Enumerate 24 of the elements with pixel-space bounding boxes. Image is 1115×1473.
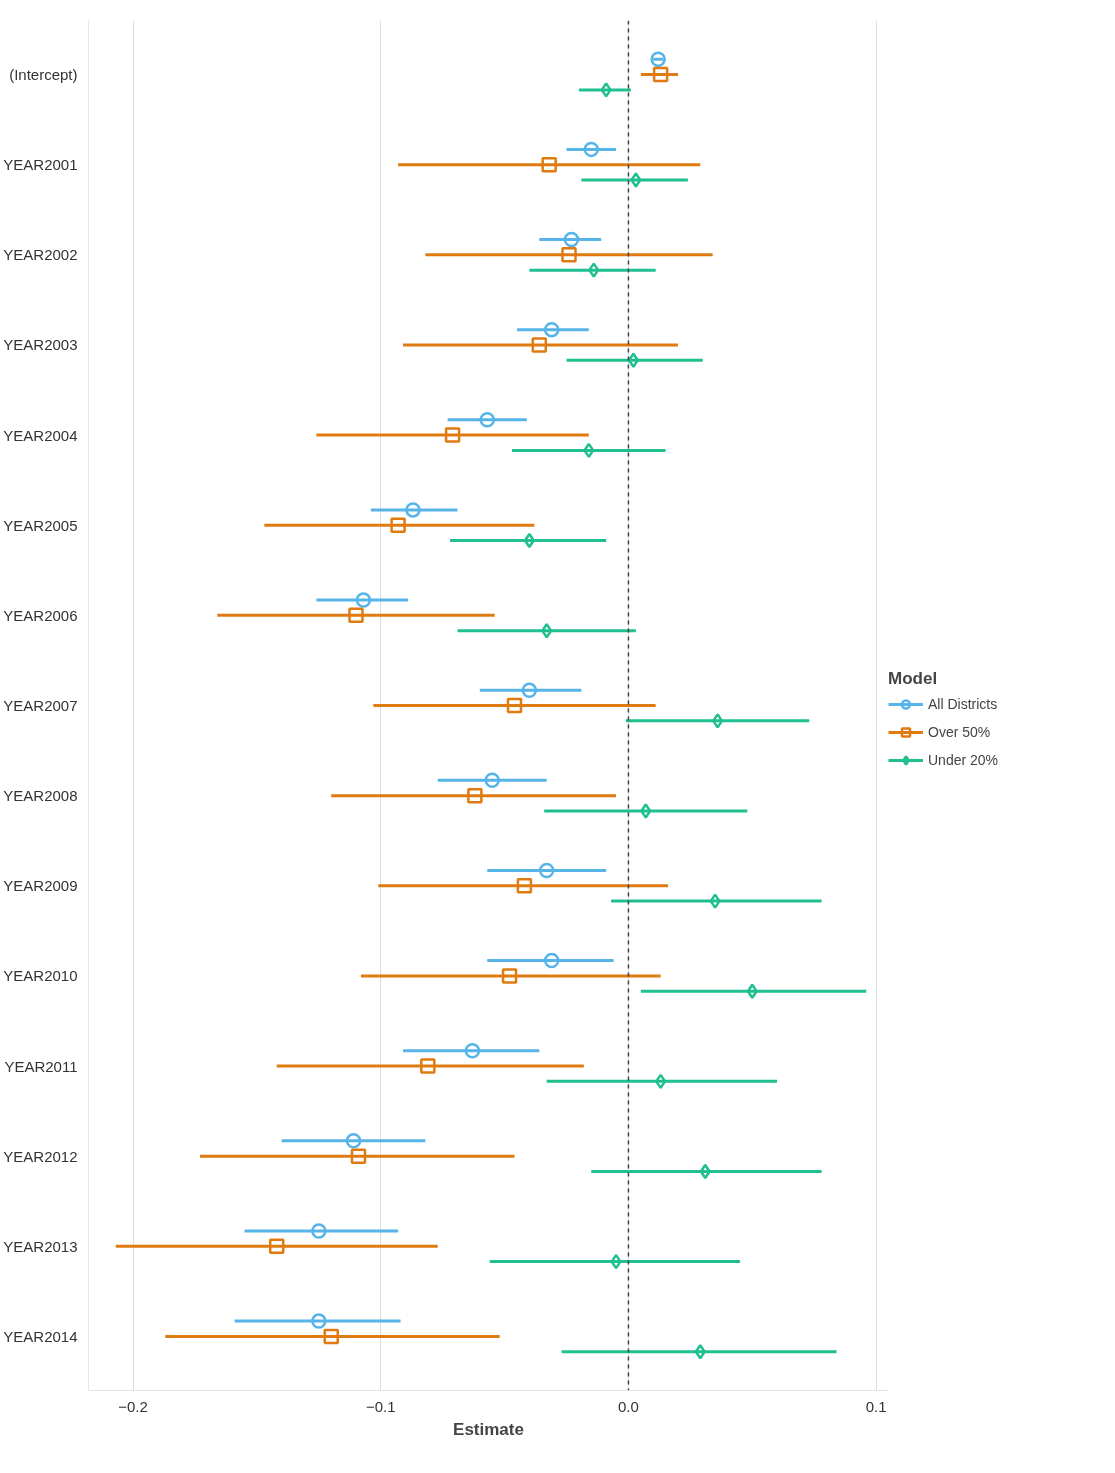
x-tick-label: 0.1 xyxy=(865,1397,887,1415)
y-tick-label: YEAR2004 xyxy=(3,426,78,444)
x-axis-title: Estimate xyxy=(453,1419,524,1439)
y-tick-label: YEAR2006 xyxy=(3,606,78,624)
y-tick-label: YEAR2001 xyxy=(3,156,78,174)
legend-title: Model xyxy=(888,669,939,689)
x-tick-label: −0.2 xyxy=(118,1397,148,1415)
y-tick-label: YEAR2014 xyxy=(3,1327,78,1345)
y-tick-label: YEAR2003 xyxy=(3,336,78,354)
x-tick-label: 0.0 xyxy=(618,1397,639,1415)
y-tick-label: YEAR2013 xyxy=(3,1237,78,1255)
y-tick-label: YEAR2007 xyxy=(3,697,78,714)
legend-label: Over 50% xyxy=(928,724,991,740)
y-tick-label: YEAR2005 xyxy=(3,516,78,534)
x-tick-label: −0.1 xyxy=(365,1397,396,1415)
y-tick-label: (Intercept) xyxy=(9,66,78,84)
y-tick-label: YEAR2009 xyxy=(3,877,78,895)
y-tick-label: YEAR2002 xyxy=(3,246,78,264)
legend-label: All Districts xyxy=(928,696,998,712)
legend-label: Under 20% xyxy=(928,752,999,768)
y-tick-label: YEAR2010 xyxy=(3,967,78,985)
y-tick-label: YEAR2008 xyxy=(3,787,78,805)
y-tick-label: YEAR2012 xyxy=(3,1147,78,1165)
y-tick-label: YEAR2011 xyxy=(4,1057,78,1075)
